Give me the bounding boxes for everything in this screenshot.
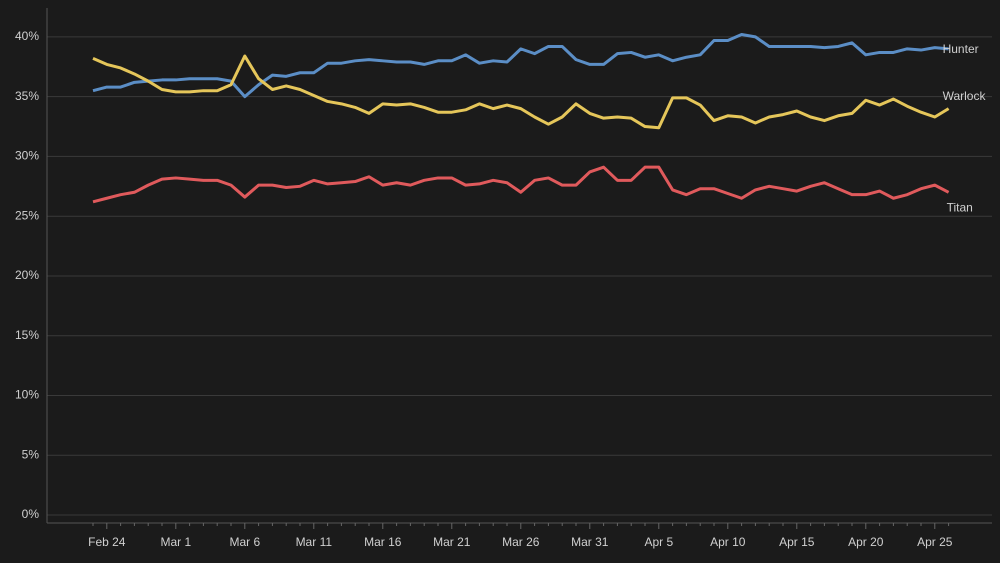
y-tick-label: 0%: [22, 507, 40, 521]
y-tick-label: 25%: [15, 208, 39, 222]
x-tick-label: Mar 1: [160, 535, 191, 549]
series-label: Titan: [947, 200, 973, 214]
y-tick-label: 30%: [15, 149, 39, 163]
x-tick-label: Mar 21: [433, 535, 471, 549]
x-tick-label: Apr 10: [710, 535, 746, 549]
x-tick-label: Apr 25: [917, 535, 953, 549]
x-tick-label: Apr 20: [848, 535, 884, 549]
x-tick-label: Feb 24: [88, 535, 126, 549]
x-tick-label: Mar 31: [571, 535, 609, 549]
x-tick-label: Apr 15: [779, 535, 815, 549]
y-tick-label: 40%: [15, 29, 39, 43]
series-label: Hunter: [943, 42, 979, 56]
x-tick-label: Mar 26: [502, 535, 540, 549]
y-tick-label: 20%: [15, 268, 39, 282]
x-tick-label: Mar 11: [296, 535, 333, 549]
series-line: [92, 33, 949, 99]
y-tick-label: 5%: [22, 447, 40, 461]
y-tick-label: 35%: [15, 89, 39, 103]
x-tick-label: Mar 6: [229, 535, 260, 549]
series-line: [92, 54, 950, 130]
series-label: Warlock: [943, 89, 987, 103]
y-tick-label: 10%: [15, 388, 39, 402]
y-tick-label: 15%: [15, 328, 39, 342]
x-tick-label: Apr 5: [644, 535, 673, 549]
series-line: [92, 165, 950, 204]
x-tick-label: Mar 16: [364, 535, 402, 549]
